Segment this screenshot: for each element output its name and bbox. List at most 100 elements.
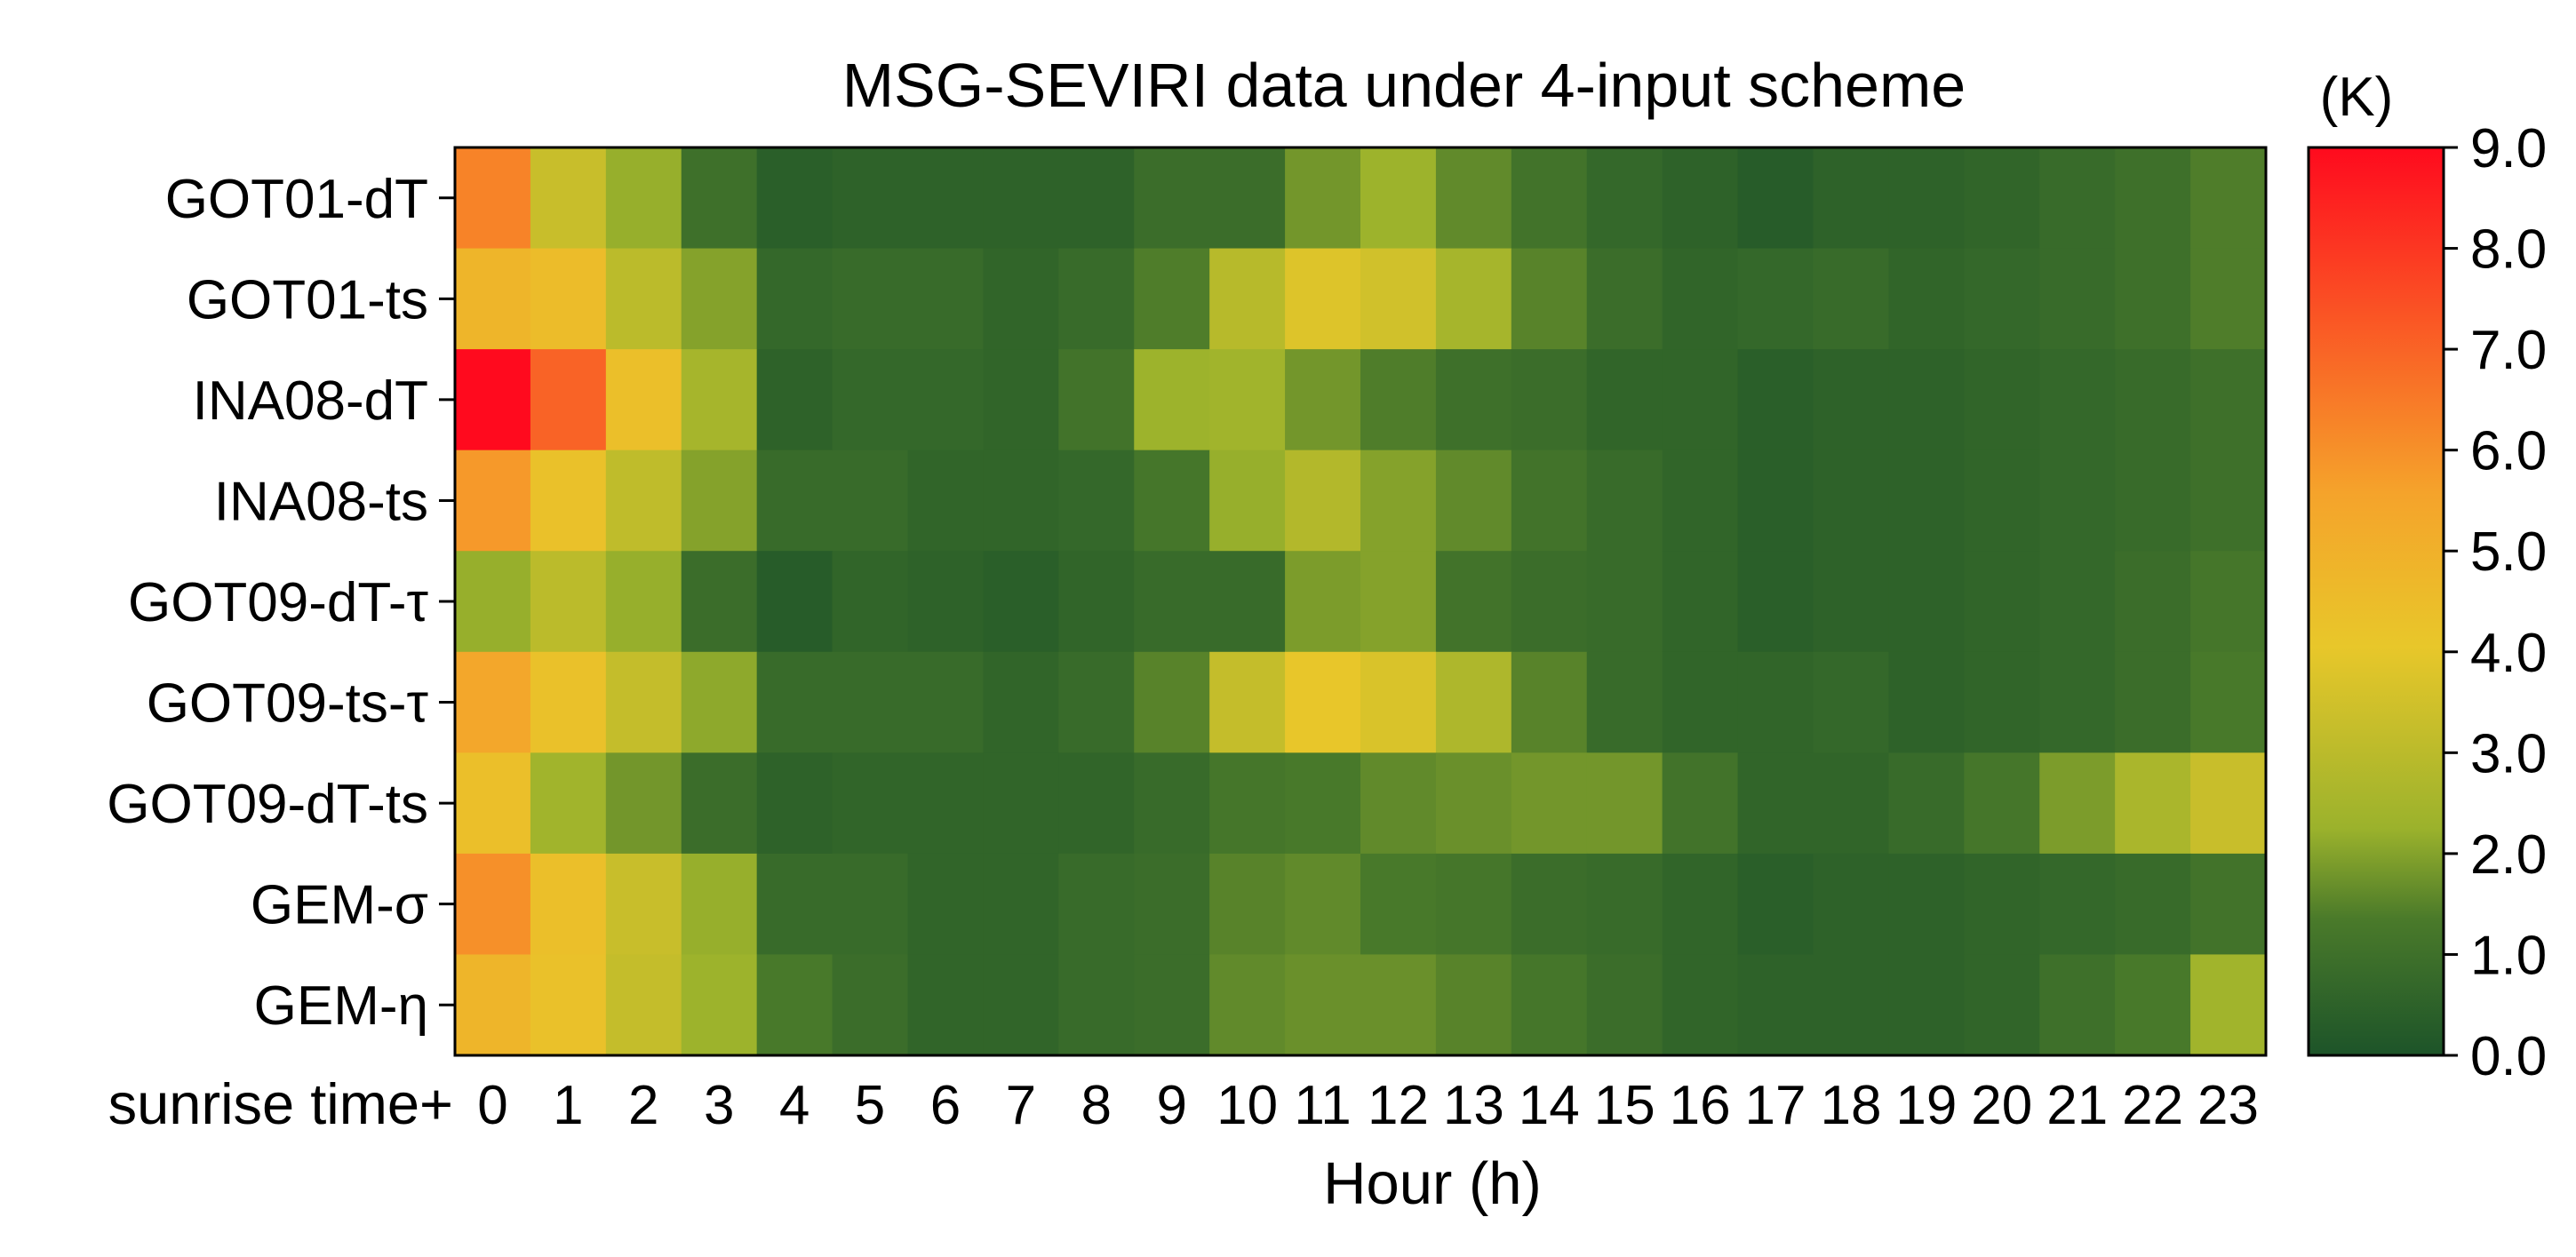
y-tick-label: GOT09-dT-ts	[107, 774, 428, 835]
heatmap-cell	[1586, 449, 1663, 552]
heatmap-cell	[1058, 551, 1135, 653]
heatmap-cell	[455, 551, 531, 653]
heatmap-cell	[1285, 551, 1361, 653]
heatmap-cell	[1888, 752, 1965, 855]
heatmap-cell	[2039, 147, 2116, 250]
heatmap-cell	[756, 349, 833, 451]
heatmap-cell	[681, 651, 758, 753]
heatmap-cell	[1360, 853, 1437, 956]
heatmap-cell	[605, 248, 682, 350]
heatmap-cell	[2190, 551, 2267, 653]
heatmap-cell	[1209, 349, 1286, 451]
heatmap-cell	[1209, 954, 1286, 1056]
heatmap-cell	[832, 551, 909, 653]
colorbar-tick-label: 1.0	[2470, 925, 2547, 986]
x-tick-label: 11	[1294, 1075, 1351, 1136]
x-tick-label: 20	[1971, 1075, 2032, 1136]
heatmap-cell	[1134, 651, 1210, 753]
heatmap-cell	[605, 551, 682, 653]
heatmap-cell	[907, 752, 985, 855]
heatmap-cell	[2190, 248, 2267, 350]
heatmap-cell	[1662, 752, 1739, 855]
heatmap-cell	[1586, 954, 1663, 1056]
y-axis: GOT01-dT GOT01-ts INA08-dT INA08-ts GOT09-dT…	[107, 169, 455, 1037]
x-tick-label: 10	[1216, 1075, 1278, 1136]
heatmap-cell	[832, 651, 909, 753]
heatmap-cell	[1511, 449, 1588, 552]
heatmap-cell	[1209, 752, 1286, 855]
heatmap-cell	[1285, 349, 1361, 451]
heatmap-cell	[1134, 551, 1210, 653]
heatmap-cell	[1360, 551, 1437, 653]
heatmap-cell	[1737, 651, 1814, 753]
x-tick-label: 8	[1081, 1075, 1112, 1136]
heatmap-cell	[681, 752, 758, 855]
heatmap-cell	[2039, 248, 2116, 350]
heatmap-cell	[1360, 954, 1437, 1056]
heatmap-cell	[756, 449, 833, 552]
heatmap-cell	[1511, 551, 1588, 653]
x-tick-label: 1	[553, 1075, 583, 1136]
heatmap-cell	[1662, 449, 1739, 552]
heatmap-cell	[2039, 853, 2116, 956]
y-tick-label: INA08-dT	[193, 370, 428, 432]
heatmap-cell	[681, 449, 758, 552]
y-tick-label: GOT01-ts	[187, 269, 428, 330]
colorbar-tick-label: 3.0	[2470, 723, 2547, 784]
y-tick-label: GOT01-dT	[165, 169, 428, 230]
heatmap-cell	[1737, 954, 1814, 1056]
heatmap-cell	[1586, 147, 1663, 250]
heatmap-cell	[1813, 752, 1890, 855]
heatmap-cell	[832, 349, 909, 451]
heatmap-cell	[1964, 349, 2040, 451]
heatmap-cell	[1964, 147, 2040, 250]
heatmap-cell	[530, 651, 607, 753]
heatmap-cell	[1586, 349, 1663, 451]
heatmap-cell	[2190, 449, 2267, 552]
heatmap-cell	[983, 954, 1059, 1056]
heatmap-cell	[1511, 651, 1588, 753]
heatmap-cell	[2190, 349, 2267, 451]
heatmap-cell	[1360, 651, 1437, 753]
heatmap-cell	[983, 349, 1059, 451]
x-tick-label: 13	[1443, 1075, 1504, 1136]
x-tick-label: 2	[628, 1075, 658, 1136]
heatmap-cell	[1813, 449, 1890, 552]
heatmap-cell	[756, 651, 833, 753]
heatmap-cell	[1964, 248, 2040, 350]
heatmap-cell	[1964, 551, 2040, 653]
x-tick-label: 7	[1006, 1075, 1036, 1136]
x-tick-label: 14	[1519, 1075, 1580, 1136]
heatmap-cell	[1209, 248, 1286, 350]
heatmap-cell	[1209, 853, 1286, 956]
heatmap-cell	[1964, 752, 2040, 855]
x-tick-label: 9	[1156, 1075, 1186, 1136]
heatmap-cell	[1813, 248, 1890, 350]
x-tick-label: 19	[1895, 1075, 1957, 1136]
heatmap-cell	[1360, 248, 1437, 350]
heatmap-cell	[983, 752, 1059, 855]
heatmap-cell	[1813, 349, 1890, 451]
colorbar-tick-label: 5.0	[2470, 521, 2547, 583]
heatmap-cell	[1511, 248, 1588, 350]
heatmap-cell	[2190, 752, 2267, 855]
heatmap-cell	[1285, 449, 1361, 552]
heatmap-cell	[1134, 349, 1210, 451]
heatmap-cell	[455, 248, 531, 350]
heatmap-cell	[1360, 752, 1437, 855]
heatmap-cell	[907, 449, 985, 552]
heatmap-cell	[907, 248, 985, 350]
heatmap-cell	[2039, 349, 2116, 451]
colorbar-tick-label: 6.0	[2470, 421, 2547, 482]
heatmap-cell	[605, 349, 682, 451]
heatmap-cell	[1209, 449, 1286, 552]
heatmap-cell	[756, 248, 833, 350]
heatmap-cell	[983, 449, 1059, 552]
x-tick-label: 3	[704, 1075, 734, 1136]
heatmap-cell	[983, 551, 1059, 653]
y-tick-label: GOT09-dT-τ	[128, 572, 428, 633]
heatmap-cell	[681, 147, 758, 250]
heatmap-cell	[1435, 954, 1512, 1056]
heatmap-cell	[1435, 651, 1512, 753]
heatmap-cell	[455, 752, 531, 855]
